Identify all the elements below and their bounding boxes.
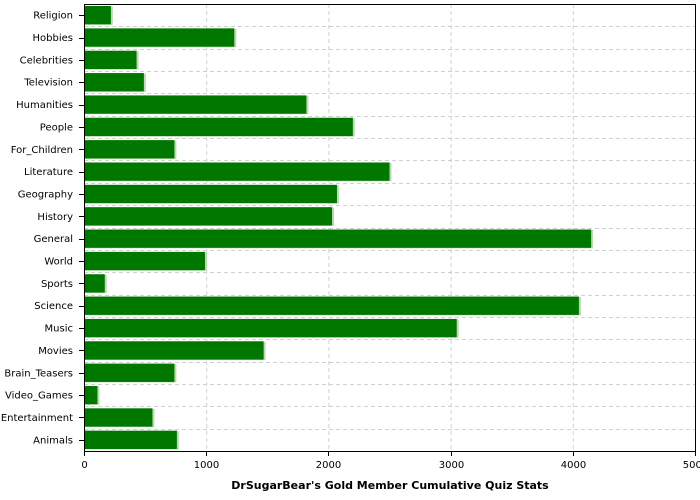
- y-tick-label: Hobbies: [33, 33, 73, 44]
- x-tick-label: 3000: [439, 460, 464, 471]
- bar-brain-teasers: [84, 363, 175, 382]
- bar-music: [84, 318, 457, 338]
- y-tick-label: Celebrities: [20, 55, 73, 66]
- bar-celebrities: [84, 50, 137, 70]
- y-tick-label: Video_Games: [5, 391, 73, 402]
- bar-geography: [84, 184, 337, 204]
- x-tick-label: 5000: [683, 460, 700, 471]
- x-axis-title: DrSugarBear's Gold Member Cumulative Qui…: [231, 479, 549, 492]
- y-tick-label: History: [37, 212, 73, 223]
- x-tick-label: 0: [81, 460, 87, 471]
- y-tick-label: Literature: [24, 167, 73, 178]
- bar-science: [84, 296, 579, 315]
- bar-people: [84, 117, 353, 137]
- bar-world: [84, 251, 205, 271]
- y-tick-label: Television: [23, 78, 73, 89]
- x-tick-label: 1000: [194, 460, 219, 471]
- bar-movies: [84, 341, 264, 360]
- bar-general: [84, 229, 592, 248]
- y-tick-label: Sports: [41, 279, 73, 290]
- y-tick-label: Brain_Teasers: [4, 368, 73, 379]
- labels-layer: Religion Hobbies Celebrities Television Huma…: [1, 11, 700, 471]
- bar-history: [84, 207, 333, 226]
- bar-entertainment: [84, 408, 153, 427]
- y-tick-label: People: [40, 122, 73, 133]
- bar-for-children: [84, 140, 175, 159]
- grid-layer: [84, 4, 696, 452]
- bar-humanities: [84, 95, 307, 114]
- bar-sports: [84, 274, 105, 293]
- y-tick-label: Science: [34, 301, 73, 312]
- y-tick-label: Humanities: [16, 100, 73, 111]
- y-tick-label: World: [44, 257, 73, 268]
- y-tick-label: Music: [45, 324, 73, 335]
- x-tick-label: 4000: [561, 460, 586, 471]
- bar-television: [84, 73, 144, 92]
- bar-video-games: [84, 385, 98, 405]
- y-tick-label: Movies: [38, 346, 73, 357]
- bar-religion: [84, 6, 111, 25]
- y-tick-label: Animals: [33, 435, 73, 446]
- y-tick-label: Geography: [18, 189, 73, 200]
- x-tick-label: 2000: [316, 460, 341, 471]
- bars-layer: [84, 6, 594, 450]
- bar-animals: [84, 430, 177, 449]
- y-tick-label: Entertainment: [1, 413, 73, 424]
- bar-literature: [84, 162, 390, 181]
- y-tick-label: For_Children: [11, 145, 73, 156]
- y-tick-label: General: [34, 234, 73, 245]
- y-tick-label: Religion: [33, 11, 73, 22]
- bar-hobbies: [84, 28, 235, 47]
- axes-layer: [79, 4, 696, 456]
